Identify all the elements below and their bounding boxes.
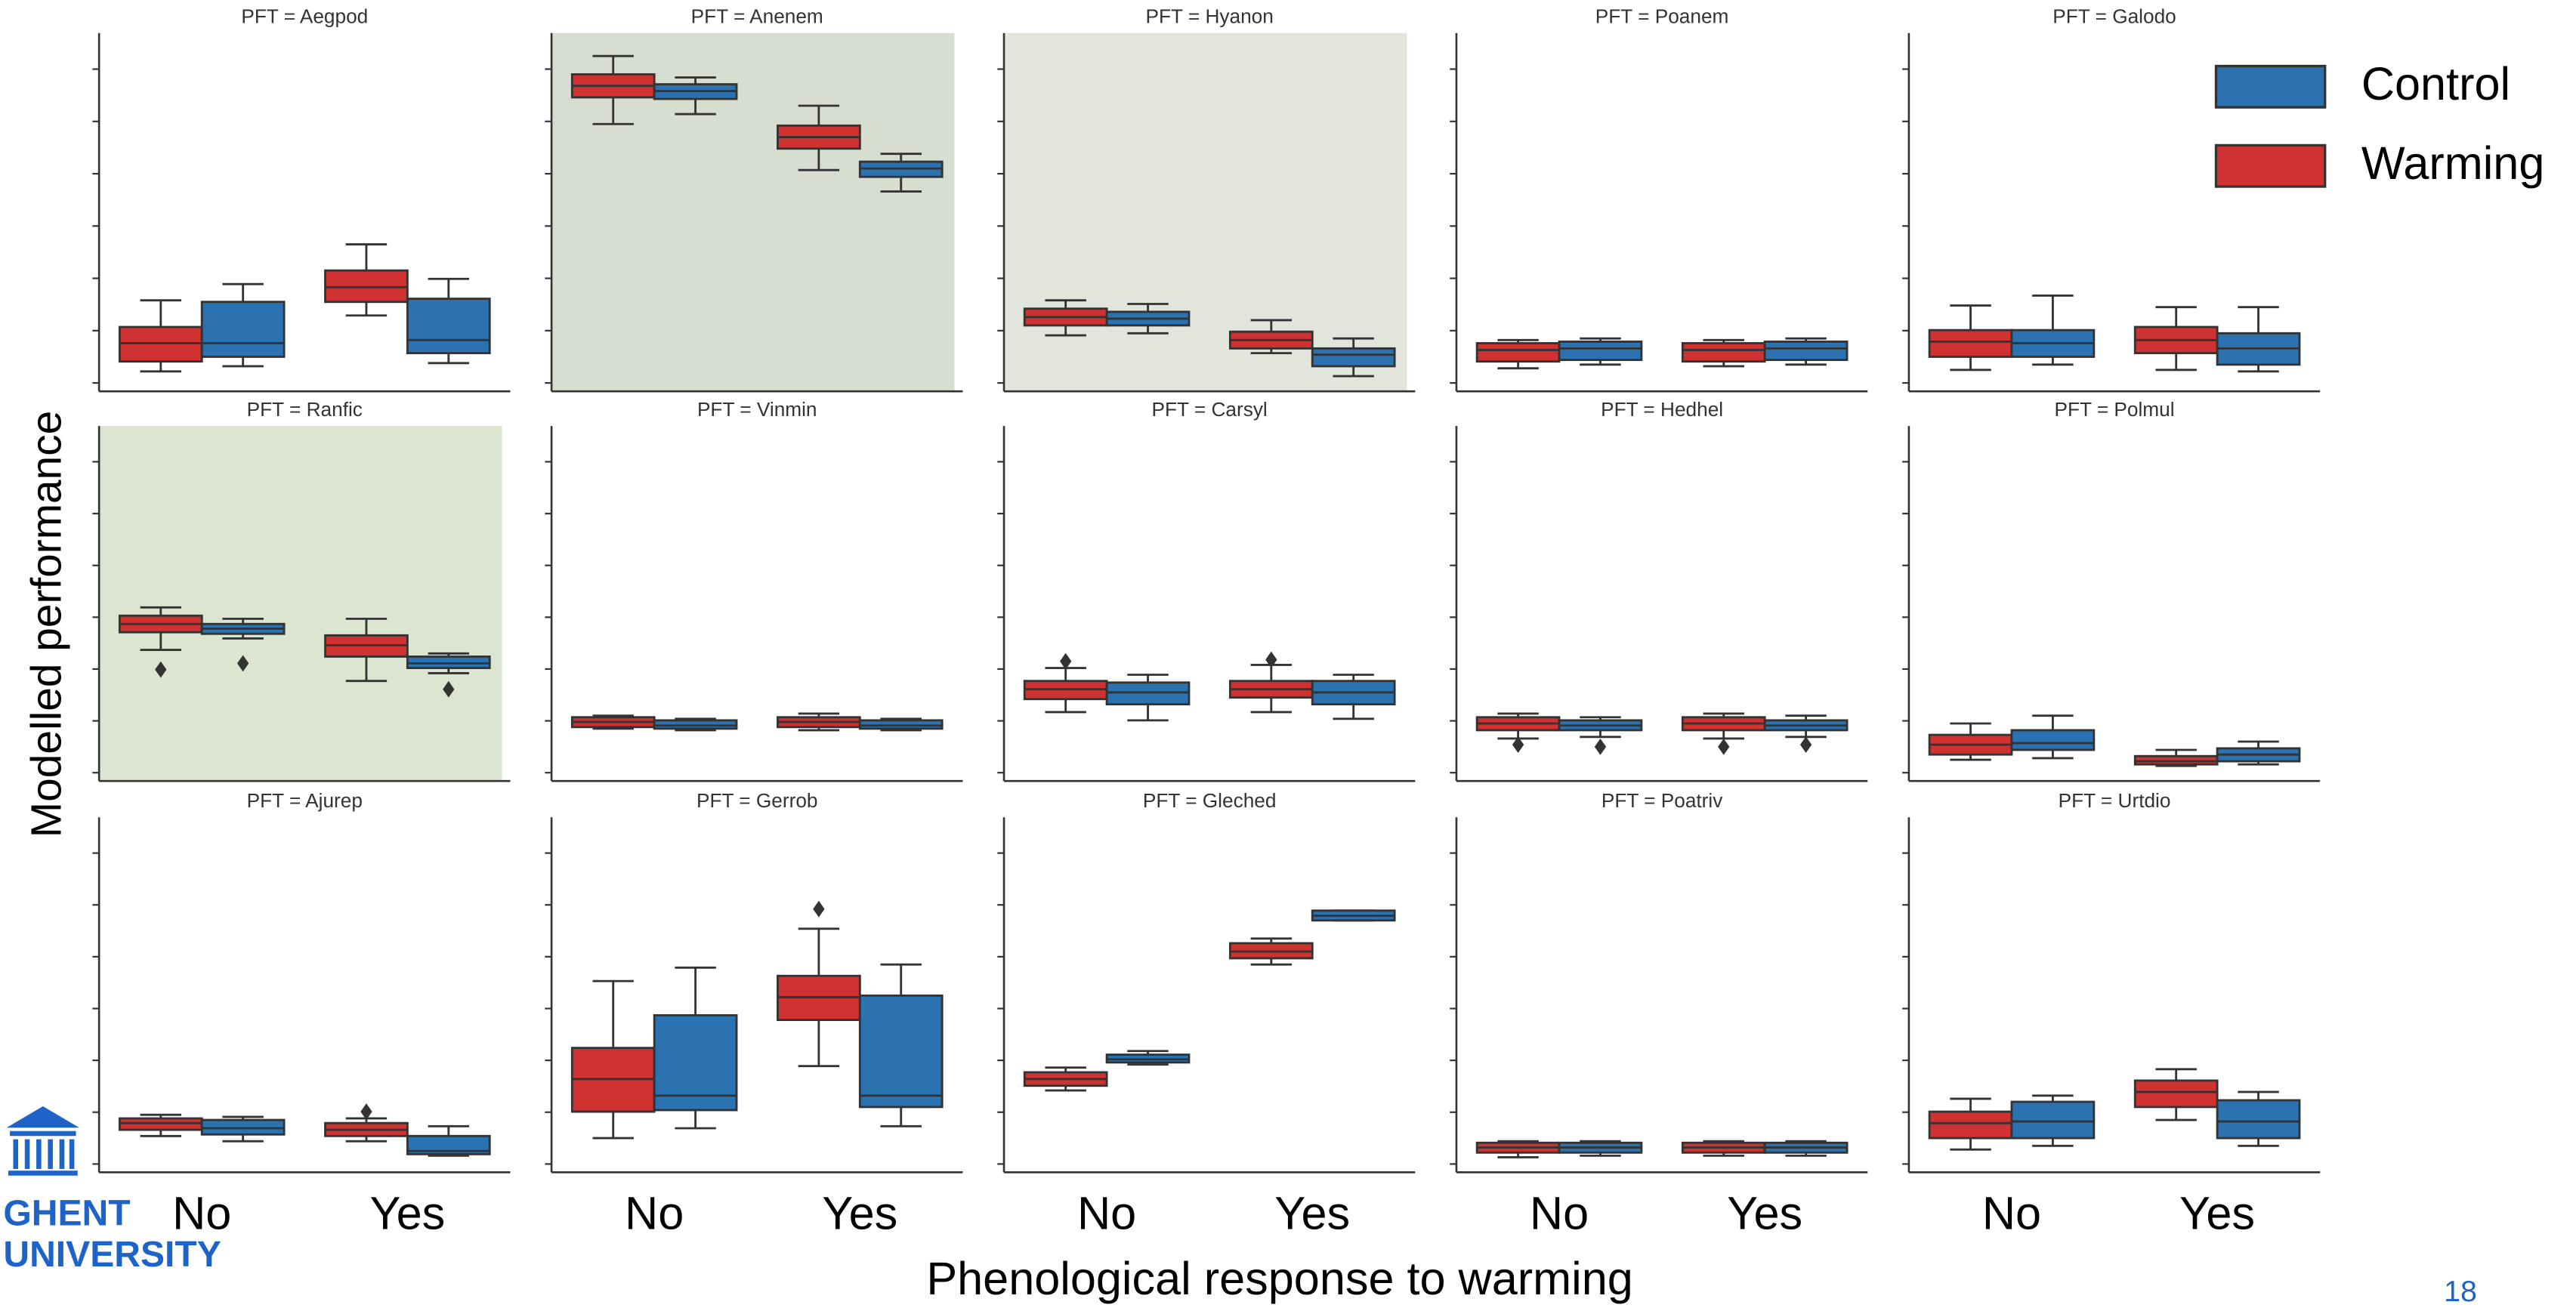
x-axis-label: Phenological response to warming	[926, 1253, 1632, 1304]
box	[2216, 1099, 2301, 1140]
x-tick-label: No	[172, 1188, 231, 1239]
panel-title: PFT = Polmul	[2055, 398, 2175, 421]
panel: PFT = Aegpod	[92, 5, 511, 393]
logo-base	[8, 1171, 78, 1176]
y-axis-label: Modelled performance	[23, 411, 71, 838]
panel-title: PFT = Aegpod	[241, 5, 368, 28]
panel-title: PFT = Galodo	[2052, 5, 2176, 28]
x-tick-label: No	[1530, 1188, 1589, 1239]
panel: PFT = Gleched No Yes	[997, 789, 1416, 1239]
panel: PFT = Galodo	[1902, 5, 2321, 393]
x-tick-label: No	[1077, 1188, 1136, 1239]
panel: PFT = Ajurep No Yes	[92, 789, 511, 1239]
outlier	[443, 680, 455, 698]
panel: PFT = Hedhel	[1450, 398, 1868, 782]
panel: PFT = Gerrob No Yes	[545, 789, 963, 1239]
logo-roof	[6, 1106, 79, 1128]
logo-column	[69, 1139, 75, 1169]
outlier	[155, 661, 167, 678]
panel-title: PFT = Poanem	[1595, 5, 1729, 28]
box	[200, 301, 286, 358]
panel: PFT = Polmul	[1902, 398, 2321, 782]
logo-beam	[10, 1131, 76, 1137]
x-tick-label: No	[1982, 1188, 2041, 1239]
legend-swatch	[2214, 64, 2327, 109]
legend-label: Warming	[2361, 137, 2545, 189]
legend-label: Control	[2361, 58, 2510, 110]
box	[2133, 1079, 2219, 1109]
box	[653, 1013, 738, 1112]
logo: GHENT UNIVERSITY	[3, 1106, 221, 1275]
logo-column	[36, 1139, 42, 1169]
box	[2010, 729, 2096, 751]
outlier	[1594, 738, 1607, 755]
panel-title: PFT = Urtdio	[2059, 789, 2171, 812]
panel-title: PFT = Carsyl	[1152, 398, 1268, 421]
panel: PFT = Poanem	[1450, 5, 1868, 393]
panel-photo	[99, 426, 502, 782]
panel: PFT = Carsyl	[997, 398, 1416, 782]
box	[1681, 342, 1766, 363]
logo-column	[48, 1139, 53, 1169]
box	[1928, 1110, 2013, 1140]
x-tick-label: Yes	[2179, 1188, 2255, 1239]
panel: PFT = Poatriv No Yes	[1450, 789, 1868, 1239]
outlier	[1718, 738, 1730, 755]
box	[1475, 342, 1561, 363]
box	[406, 298, 491, 355]
page-number: 18	[2444, 1275, 2477, 1308]
box	[1311, 347, 1396, 368]
outlier	[1265, 651, 1277, 668]
logo-text: UNIVERSITY	[3, 1234, 221, 1275]
panel-title: PFT = Poatriv	[1602, 789, 1723, 812]
outlier	[1060, 652, 1072, 670]
panel-title: PFT = Hyanon	[1146, 5, 1274, 28]
panel-title: PFT = Hedhel	[1601, 398, 1723, 421]
panel-title: PFT = Anenem	[691, 5, 823, 28]
panel-title: PFT = Gerrob	[697, 789, 818, 812]
panel-photo	[1004, 32, 1407, 392]
x-tick-label: Yes	[369, 1188, 445, 1239]
logo-column	[13, 1139, 19, 1169]
box	[2010, 1100, 2096, 1140]
panel: PFT = Urtdio No Yes	[1902, 789, 2321, 1239]
box	[858, 994, 944, 1109]
panel: PFT = Hyanon	[997, 5, 1416, 393]
panel-title: PFT = Gleched	[1143, 789, 1277, 812]
panel: PFT = Ranfic	[92, 398, 511, 782]
x-tick-label: Yes	[1727, 1188, 1802, 1239]
panel-title: PFT = Vinmin	[697, 398, 817, 421]
x-tick-label: Yes	[822, 1188, 897, 1239]
panel-title: PFT = Ranfic	[247, 398, 363, 421]
box	[1763, 340, 1849, 362]
panel: PFT = Anenem	[545, 5, 963, 393]
legend-swatch	[2214, 143, 2327, 188]
logo-column	[59, 1139, 65, 1169]
logo-text: GHENT	[3, 1192, 130, 1233]
outlier	[1512, 736, 1524, 754]
panel-title: PFT = Ajurep	[247, 789, 363, 812]
box	[1558, 340, 1643, 362]
x-tick-label: No	[625, 1188, 684, 1239]
logo-column	[24, 1139, 30, 1169]
x-tick-label: Yes	[1274, 1188, 1350, 1239]
panel: PFT = Vinmin	[545, 398, 963, 782]
box	[1928, 329, 2013, 358]
